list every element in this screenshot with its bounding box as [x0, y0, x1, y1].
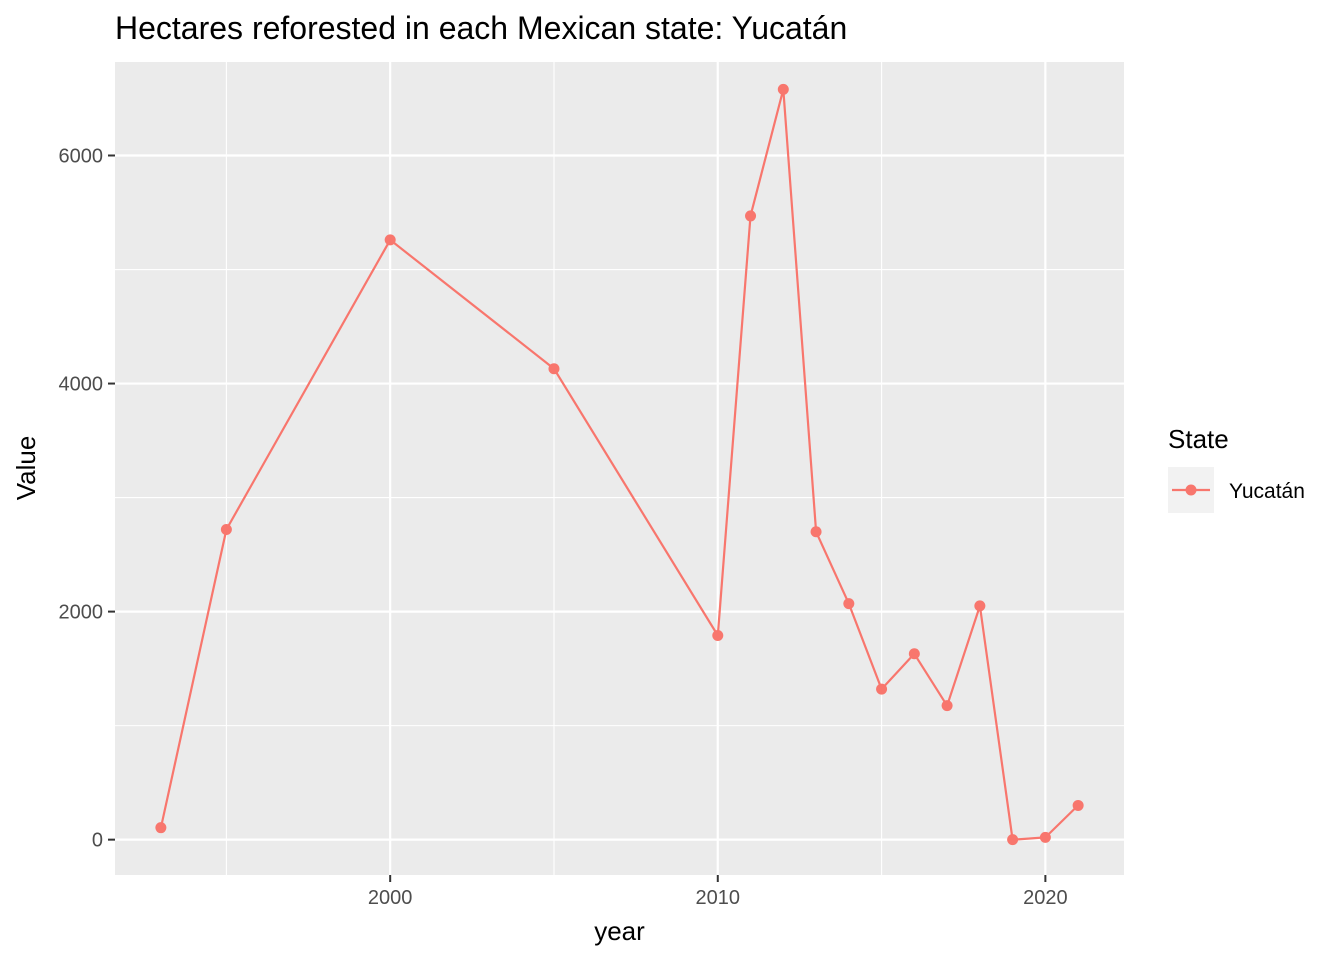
- x-axis-title: year: [594, 916, 645, 946]
- series-line-yucatan: [159, 88, 1079, 841]
- y-axis-title: Value: [11, 436, 41, 501]
- data-point: [384, 234, 396, 246]
- series-layer: [155, 83, 1084, 846]
- minor-gridlines: [115, 62, 1124, 875]
- y-tick-label: 6000: [59, 146, 104, 168]
- y-tick-label: 4000: [59, 374, 104, 396]
- legend-label-yucatan: Yucatán: [1229, 480, 1305, 503]
- data-point: [220, 524, 232, 536]
- x-tick-label: 2010: [696, 887, 741, 909]
- data-point: [876, 683, 888, 695]
- x-tick-label: 2000: [368, 887, 413, 909]
- data-point: [843, 598, 855, 610]
- data-point: [1072, 799, 1084, 811]
- y-tick-label: 0: [92, 830, 103, 852]
- data-point: [712, 630, 724, 642]
- data-point: [155, 822, 167, 834]
- data-point: [745, 210, 757, 222]
- major-gridlines: [115, 62, 1124, 875]
- tick-labels: 0 2000 4000 6000 2000 2010 2020: [59, 146, 1068, 909]
- data-point: [974, 600, 986, 612]
- data-point: [1007, 834, 1019, 846]
- legend-key-point: [1185, 484, 1197, 496]
- plot-background: [115, 62, 1124, 875]
- legend-title: State: [1168, 424, 1229, 454]
- data-point: [908, 648, 920, 660]
- y-tick-label: 2000: [59, 602, 104, 624]
- legend: State Yucatán: [1168, 424, 1305, 513]
- data-point: [1039, 831, 1051, 843]
- data-point: [777, 83, 789, 95]
- data-point: [941, 700, 953, 712]
- x-tick-label: 2020: [1023, 887, 1068, 909]
- chart-title: Hectares reforested in each Mexican stat…: [115, 10, 847, 46]
- data-point: [810, 526, 822, 538]
- axis-ticks: [108, 154, 1047, 882]
- data-point: [548, 363, 560, 375]
